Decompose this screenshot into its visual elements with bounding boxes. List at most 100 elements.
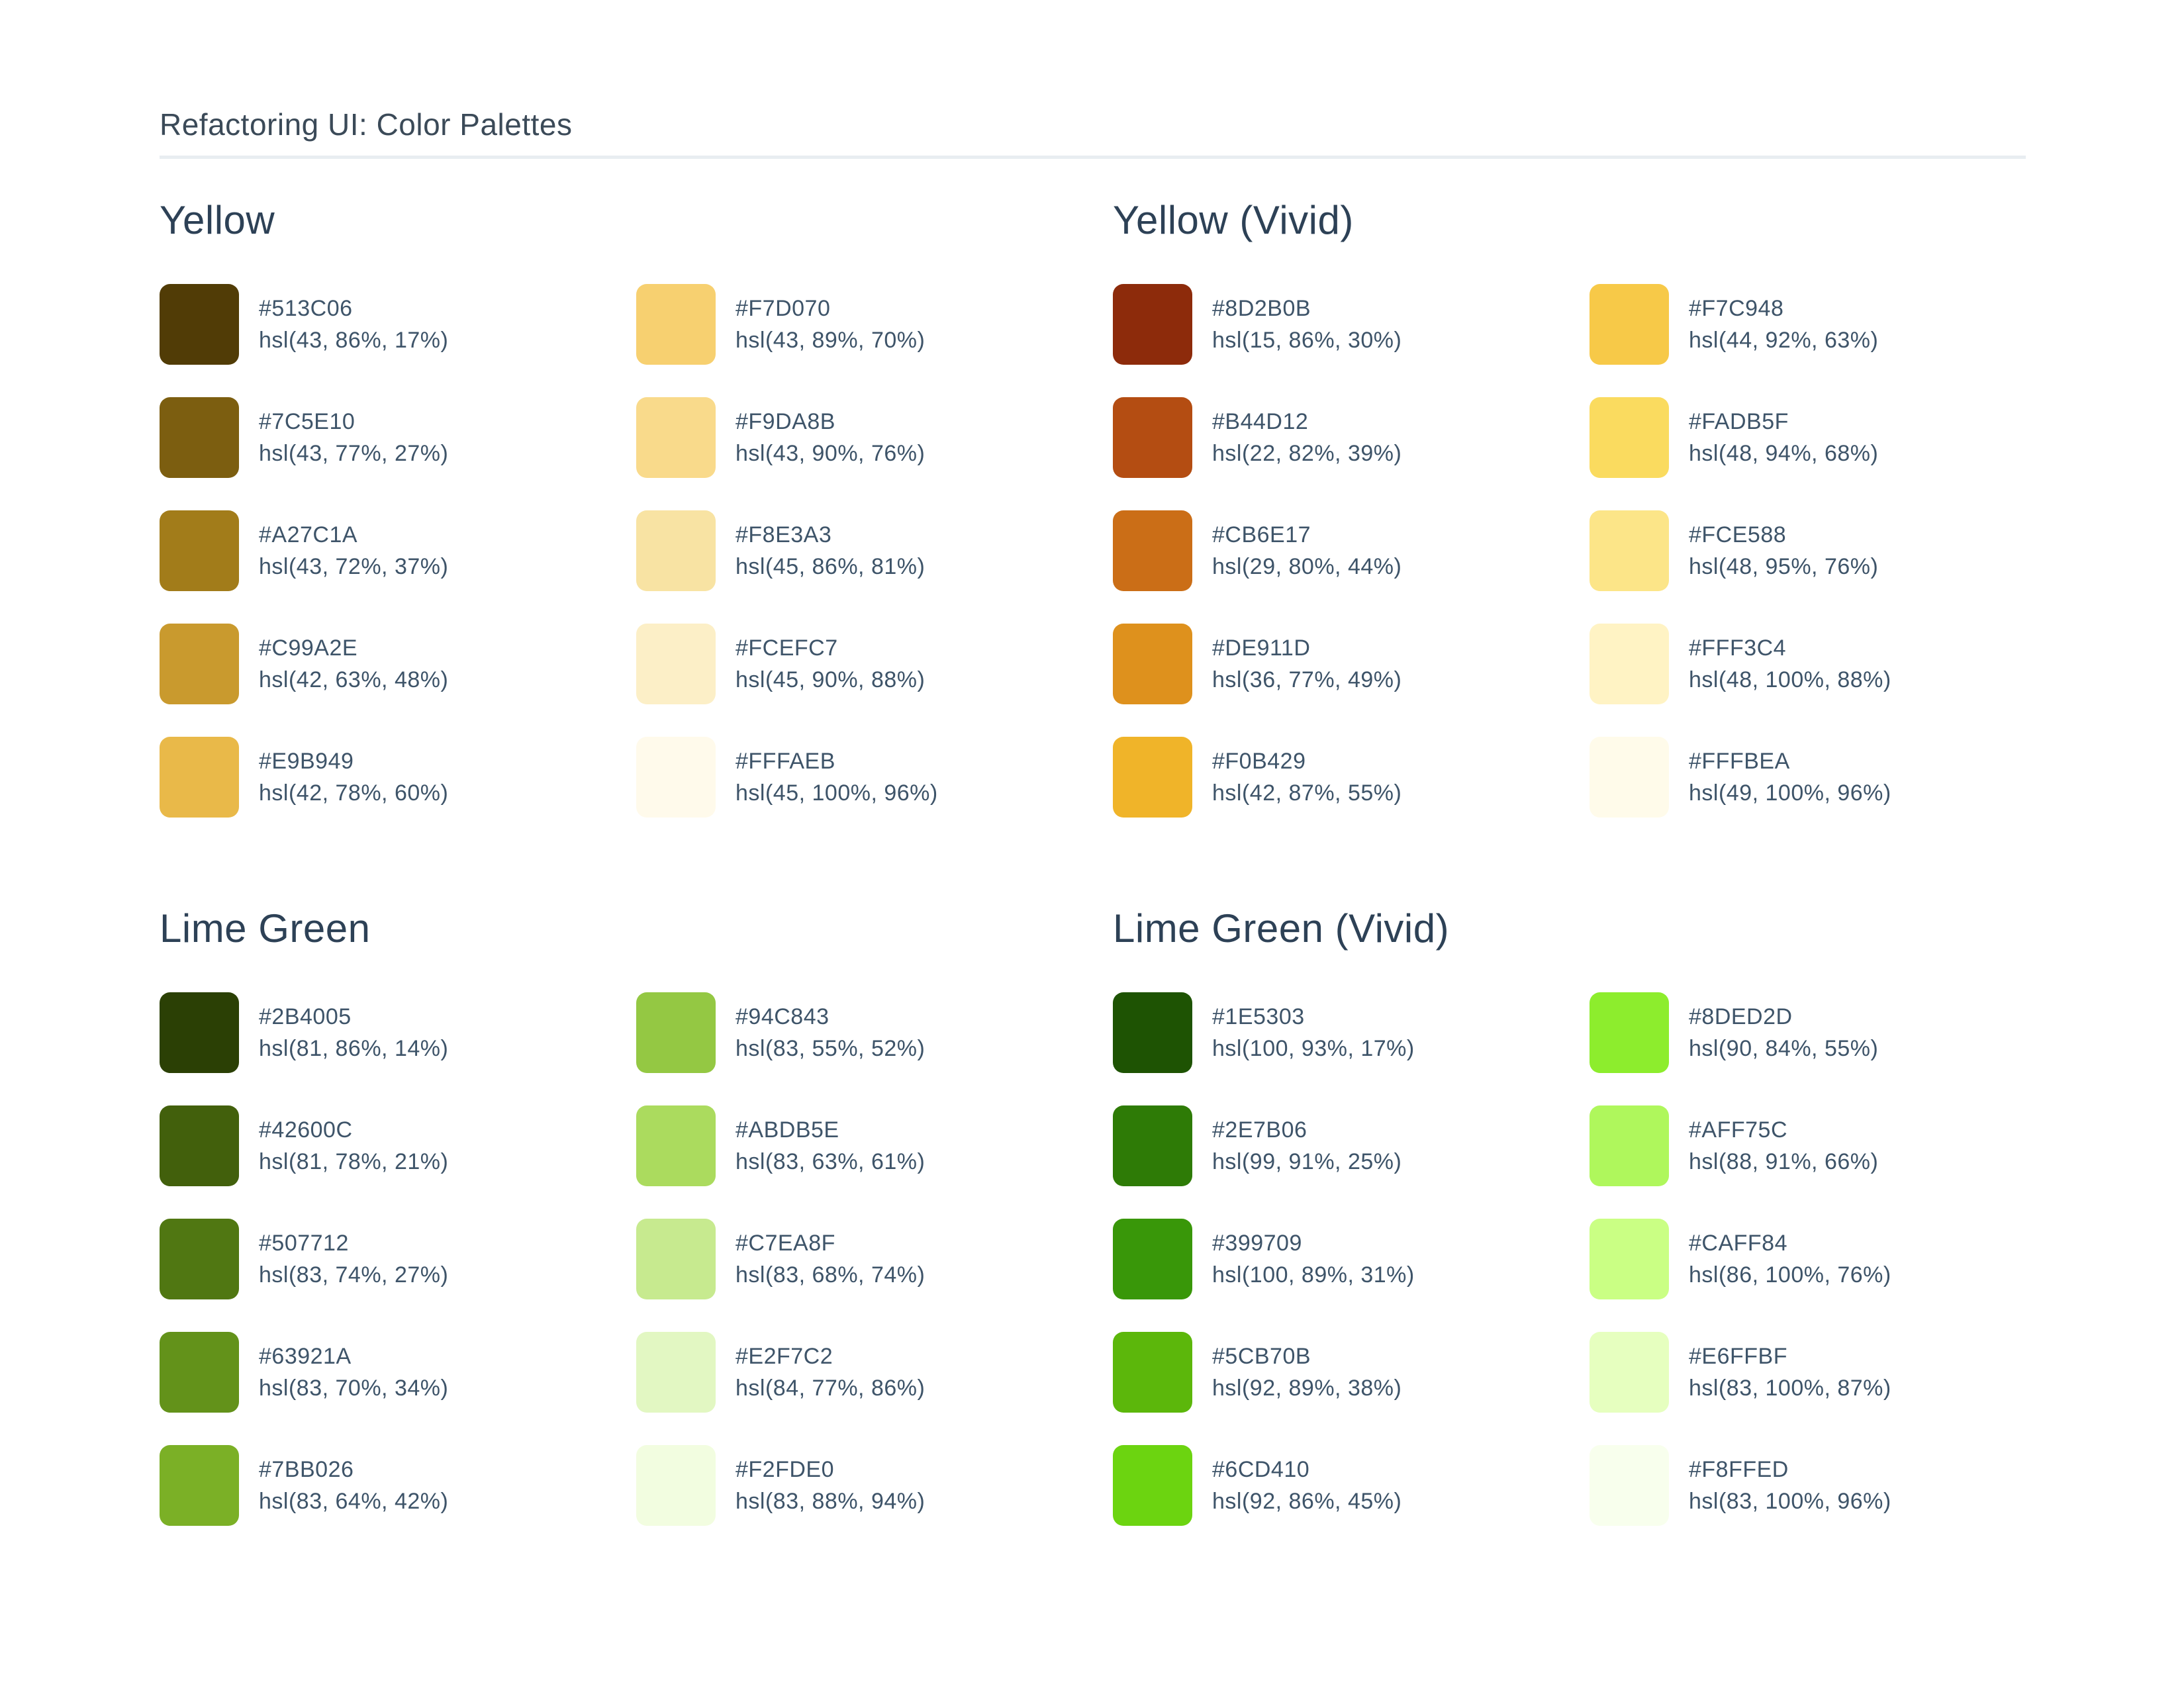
swatch-hex-label: #FFFAEB [736,748,835,774]
swatch-color-box [1590,397,1669,478]
swatch-item: #C99A2E hsl(42, 63%, 48%) [160,623,636,704]
swatch-hsl-label: hsl(22, 82%, 39%) [1212,440,1402,466]
swatch-hex-label: #C99A2E [259,635,358,661]
swatch-labels: #FFFAEB hsl(45, 100%, 96%) [736,745,938,809]
swatch-hsl-label: hsl(45, 86%, 81%) [736,553,926,579]
swatch-hex-label: #2B4005 [259,1004,352,1029]
swatch-labels: #2E7B06 hsl(99, 91%, 25%) [1212,1114,1401,1178]
swatch-hex-label: #AFF75C [1689,1117,1787,1143]
swatch-color-box [1113,1105,1192,1186]
swatch-grid: #2B4005 hsl(81, 86%, 14%) #42600C hsl(81… [160,992,1113,1526]
swatch-grid: #8D2B0B hsl(15, 86%, 30%) #B44D12 hsl(22… [1113,283,2066,818]
swatch-labels: #E6FFBF hsl(83, 100%, 87%) [1689,1340,1891,1404]
swatch-labels: #F0B429 hsl(42, 87%, 55%) [1212,745,1401,809]
swatch-hex-label: #F8FFED [1689,1456,1789,1482]
swatch-item: #F7D070 hsl(43, 89%, 70%) [636,283,1113,365]
swatch-hsl-label: hsl(36, 77%, 49%) [1212,667,1402,692]
swatch-hex-label: #F7D070 [736,295,831,321]
swatch-color-box [636,283,716,365]
swatch-hsl-label: hsl(100, 93%, 17%) [1212,1035,1415,1061]
swatch-color-box [160,623,239,704]
swatch-color-box [1590,1331,1669,1413]
swatch-hex-label: #399709 [1212,1230,1302,1256]
swatch-labels: #F2FDE0 hsl(83, 88%, 94%) [736,1454,925,1517]
swatch-hex-label: #507712 [259,1230,349,1256]
swatch-labels: #F7C948 hsl(44, 92%, 63%) [1689,293,1878,356]
swatch-labels: #7C5E10 hsl(43, 77%, 27%) [259,406,448,469]
swatch-color-box [160,1331,239,1413]
swatch-labels: #FFFBEA hsl(49, 100%, 96%) [1689,745,1891,809]
swatch-hex-label: #E9B949 [259,748,354,774]
swatch-color-box [636,397,716,478]
swatch-item: #E6FFBF hsl(83, 100%, 87%) [1590,1331,2066,1413]
swatch-hsl-label: hsl(43, 90%, 76%) [736,440,926,466]
swatch-item: #E2F7C2 hsl(84, 77%, 86%) [636,1331,1113,1413]
swatch-color-box [160,736,239,818]
swatch-hex-label: #FFF3C4 [1689,635,1787,661]
swatch-hsl-label: hsl(83, 63%, 61%) [736,1149,926,1174]
swatch-color-box [1590,623,1669,704]
swatch-color-box [160,992,239,1073]
swatch-item: #7C5E10 hsl(43, 77%, 27%) [160,397,636,478]
swatch-labels: #8DED2D hsl(90, 84%, 55%) [1689,1001,1878,1064]
swatch-item: #CAFF84 hsl(86, 100%, 76%) [1590,1218,2066,1299]
swatch-color-box [636,1105,716,1186]
swatch-item: #FADB5F hsl(48, 94%, 68%) [1590,397,2066,478]
page-header: Refactoring UI: Color Palettes [160,107,2184,159]
swatch-hex-label: #F0B429 [1212,748,1306,774]
swatch-color-box [160,1105,239,1186]
swatch-hsl-label: hsl(49, 100%, 96%) [1689,780,1891,806]
swatch-color-box [1113,736,1192,818]
swatch-item: #F7C948 hsl(44, 92%, 63%) [1590,283,2066,365]
swatch-hsl-label: hsl(15, 86%, 30%) [1212,327,1402,353]
swatch-hex-label: #7BB026 [259,1456,354,1482]
swatch-color-box [160,397,239,478]
swatch-labels: #A27C1A hsl(43, 72%, 37%) [259,519,448,583]
swatch-labels: #CB6E17 hsl(29, 80%, 44%) [1212,519,1401,583]
swatch-hsl-label: hsl(90, 84%, 55%) [1689,1035,1879,1061]
swatch-labels: #FADB5F hsl(48, 94%, 68%) [1689,406,1878,469]
swatch-color-box [636,510,716,591]
swatch-hex-label: #63921A [259,1343,352,1369]
swatch-item: #8D2B0B hsl(15, 86%, 30%) [1113,283,1590,365]
swatch-hsl-label: hsl(48, 100%, 88%) [1689,667,1891,692]
swatch-item: #DE911D hsl(36, 77%, 49%) [1113,623,1590,704]
swatch-item: #A27C1A hsl(43, 72%, 37%) [160,510,636,591]
swatch-item: #ABDB5E hsl(83, 63%, 61%) [636,1105,1113,1186]
swatch-labels: #DE911D hsl(36, 77%, 49%) [1212,632,1401,696]
swatch-labels: #42600C hsl(81, 78%, 21%) [259,1114,448,1178]
swatch-labels: #ABDB5E hsl(83, 63%, 61%) [736,1114,925,1178]
swatch-hex-label: #8D2B0B [1212,295,1311,321]
swatch-hsl-label: hsl(83, 74%, 27%) [259,1262,449,1288]
swatch-labels: #E9B949 hsl(42, 78%, 60%) [259,745,448,809]
swatch-item: #1E5303 hsl(100, 93%, 17%) [1113,992,1590,1073]
swatch-hex-label: #CAFF84 [1689,1230,1787,1256]
swatch-hsl-label: hsl(92, 89%, 38%) [1212,1375,1402,1401]
swatch-hex-label: #C7EA8F [736,1230,835,1256]
swatch-color-box [160,1444,239,1526]
swatch-hsl-label: hsl(88, 91%, 66%) [1689,1149,1879,1174]
swatch-hsl-label: hsl(43, 86%, 17%) [259,327,449,353]
swatch-hsl-label: hsl(44, 92%, 63%) [1689,327,1879,353]
swatch-color-box [1113,510,1192,591]
swatch-item: #F9DA8B hsl(43, 90%, 76%) [636,397,1113,478]
swatch-hex-label: #1E5303 [1212,1004,1305,1029]
palette-section-title: Yellow (Vivid) [1113,197,1354,242]
swatch-color-box [636,1444,716,1526]
swatch-hex-label: #42600C [259,1117,353,1143]
swatch-hsl-label: hsl(86, 100%, 76%) [1689,1262,1891,1288]
swatch-hsl-label: hsl(81, 86%, 14%) [259,1035,449,1061]
swatch-labels: #B44D12 hsl(22, 82%, 39%) [1212,406,1401,469]
swatch-item: #FCEFC7 hsl(45, 90%, 88%) [636,623,1113,704]
swatch-labels: #5CB70B hsl(92, 89%, 38%) [1212,1340,1401,1404]
swatch-item: #7BB026 hsl(83, 64%, 42%) [160,1444,636,1526]
swatch-labels: #F8FFED hsl(83, 100%, 96%) [1689,1454,1891,1517]
swatch-color-box [1590,510,1669,591]
swatch-hex-label: #FADB5F [1689,408,1789,434]
swatch-hex-label: #ABDB5E [736,1117,839,1143]
swatch-color-box [1590,283,1669,365]
swatch-item: #B44D12 hsl(22, 82%, 39%) [1113,397,1590,478]
swatch-labels: #C7EA8F hsl(83, 68%, 74%) [736,1227,925,1291]
swatch-hex-label: #F7C948 [1689,295,1784,321]
swatch-hex-label: #2E7B06 [1212,1117,1307,1143]
